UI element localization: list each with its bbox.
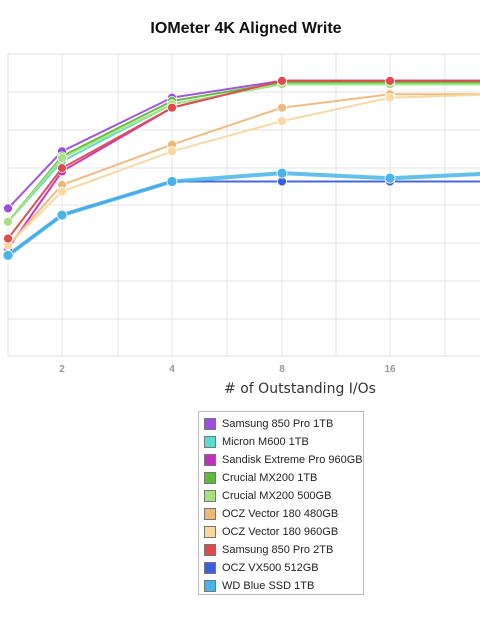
legend-item: Samsung 850 Pro 2TB <box>204 542 333 558</box>
data-point <box>56 209 68 221</box>
legend-item: WD Blue SSD 1TB <box>204 578 314 594</box>
legend-swatch <box>204 544 216 556</box>
data-point <box>167 146 177 157</box>
chart-legend: Samsung 850 Pro 1TB Micron M600 1TB Sandis… <box>198 411 364 595</box>
series-line <box>7 83 480 223</box>
data-point <box>385 92 395 103</box>
x-axis-label: # of Outstanding I/Os <box>224 381 376 397</box>
legend-swatch <box>204 418 216 430</box>
legend-label: OCZ Vector 180 480GB <box>222 508 339 520</box>
legend-label: OCZ VX500 512GB <box>222 562 319 574</box>
series-line <box>7 79 480 250</box>
legend-label: Sandisk Extreme Pro 960GB <box>222 454 363 466</box>
legend-label: OCZ Vector 180 960GB <box>222 526 339 538</box>
data-point <box>167 102 177 113</box>
legend-label: Crucial MX200 1TB <box>222 472 318 484</box>
legend-swatch <box>204 454 216 466</box>
data-point <box>277 116 287 127</box>
legend-item: Crucial MX200 1TB <box>204 470 317 486</box>
series-line <box>7 93 480 246</box>
series-line <box>7 93 480 247</box>
legend-item: Micron M600 1TB <box>204 434 309 450</box>
data-point <box>277 75 287 86</box>
data-point <box>57 153 67 163</box>
legend-swatch <box>204 436 216 448</box>
data-point <box>384 172 396 184</box>
legend-label: Samsung 850 Pro 2TB <box>222 544 334 556</box>
legend-item: OCZ Vector 180 960GB <box>204 524 338 540</box>
data-point <box>3 216 13 227</box>
line-chart: 2 4 8 16 <box>2 53 480 372</box>
legend-swatch <box>204 490 216 502</box>
legend-item: Samsung 850 Pro 1TB <box>204 416 333 432</box>
data-point <box>385 75 395 86</box>
legend-swatch <box>204 472 216 484</box>
x-tick-label: 8 <box>279 364 285 372</box>
x-tick-label: 16 <box>384 364 396 372</box>
legend-item: OCZ VX500 512GB <box>204 560 319 576</box>
data-point <box>276 167 288 179</box>
data-point <box>277 102 287 113</box>
legend-label: Crucial MX200 500GB <box>222 490 332 502</box>
series-line <box>6 171 480 257</box>
legend-item: Sandisk Extreme Pro 960GB <box>204 452 363 468</box>
data-point <box>2 249 14 261</box>
series-line <box>7 79 480 210</box>
legend-label: WD Blue SSD 1TB <box>222 580 315 592</box>
data-point <box>57 186 67 197</box>
legend-label: Samsung 850 Pro 1TB <box>222 418 334 430</box>
data-point <box>3 203 13 214</box>
legend-swatch <box>204 562 216 574</box>
legend-swatch <box>204 580 216 592</box>
legend-item: Crucial MX200 500GB <box>204 488 331 504</box>
legend-label: Micron M600 1TB <box>222 436 309 448</box>
x-tick-label: 4 <box>169 364 175 372</box>
series-line <box>7 180 480 257</box>
legend-swatch <box>204 508 216 520</box>
data-point <box>57 163 67 173</box>
x-tick-label: 2 <box>59 364 65 372</box>
data-point <box>3 233 13 244</box>
data-point <box>166 176 178 187</box>
legend-item: OCZ Vector 180 480GB <box>204 506 338 522</box>
series-line <box>7 79 480 240</box>
chart-title: IOMeter 4K Aligned Write <box>150 20 342 37</box>
legend-swatch <box>204 526 216 538</box>
